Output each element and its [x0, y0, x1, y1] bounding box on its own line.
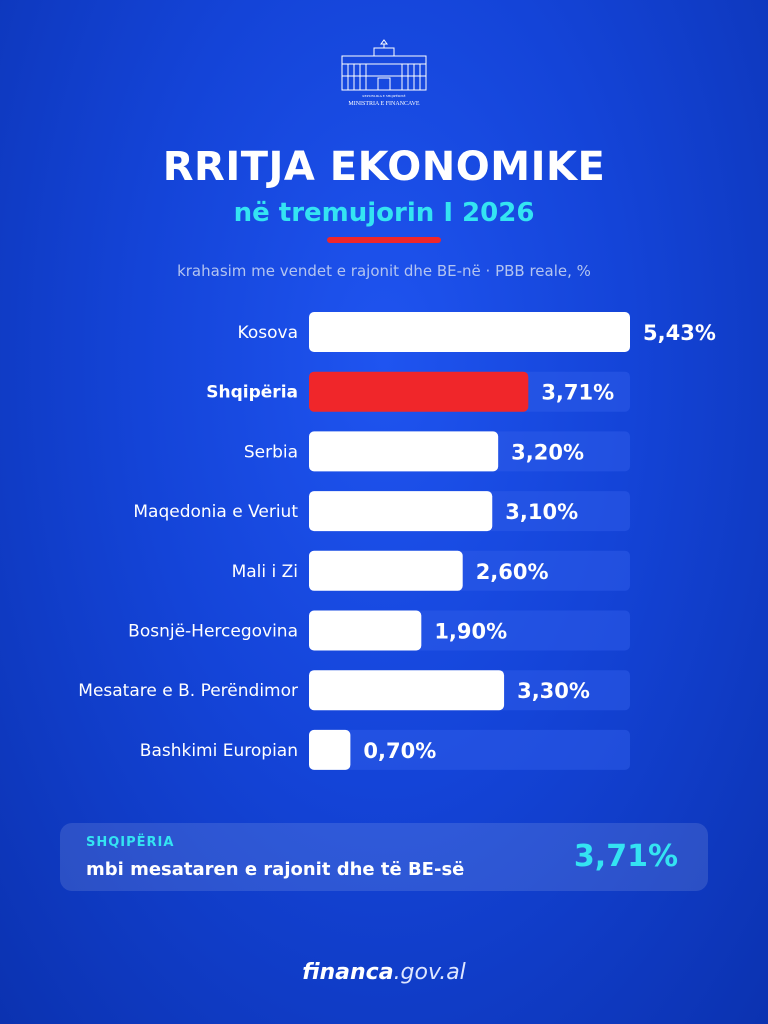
title-underline: [327, 237, 441, 243]
chart-caption: krahasim me vendet e rajonit dhe BE-në ·…: [177, 262, 591, 280]
category-label: Mesatare e B. Perëndimor: [78, 681, 298, 701]
logo-line2: MINISTRIA E FINANCAVE: [348, 101, 420, 107]
logo-line1: REPUBLIKA E SHQIPËRISË: [362, 93, 405, 98]
bar: [309, 550, 463, 591]
footer-url[interactable]: financa.gov.al: [0, 958, 768, 988]
category-label: Bashkimi Europian: [140, 741, 298, 761]
bar-track: [309, 729, 630, 770]
category-label: Bosnjë-Hercegovina: [128, 622, 298, 642]
bar-highlight: [309, 371, 529, 412]
value-label: 0,70%: [363, 739, 436, 763]
page-subtitle: në tremujorin I 2026: [233, 198, 535, 228]
category-label: Mali i Zi: [232, 562, 298, 582]
value-label: 3,30%: [517, 679, 590, 703]
value-label: 3,10%: [505, 500, 578, 524]
category-label: Maqedonia e Veriut: [133, 502, 298, 522]
footer-domain-name: financa: [302, 960, 394, 985]
footer-domain-suffix: .gov.al: [393, 960, 466, 985]
value-label: 1,90%: [434, 620, 507, 644]
ministry-logo: REPUBLIKA E SHQIPËRISË MINISTRIA E FINAN…: [341, 39, 427, 107]
summary-card: SHQIPËRIA mbi mesataren e rajonit dhe të…: [60, 823, 708, 891]
page-title: RRITJA EKONOMIKE: [162, 144, 606, 190]
bar: [309, 610, 422, 651]
category-label: Serbia: [244, 442, 298, 462]
bar-chart: Kosova 5,43% Shqipëria 3,71% Serbia 3,20% Maqe…: [78, 312, 716, 770]
value-label: 2,60%: [476, 560, 549, 584]
summary-label: SHQIPËRIA: [86, 835, 175, 850]
category-label: Shqipëria: [206, 383, 298, 403]
bar: [309, 670, 505, 711]
value-label: 3,71%: [541, 381, 614, 405]
category-label: Kosova: [238, 323, 298, 343]
bar: [309, 491, 493, 532]
value-label: 5,43%: [643, 321, 716, 345]
bar: [309, 312, 630, 352]
bar: [309, 431, 499, 472]
summary-text: mbi mesataren e rajonit dhe të BE-së: [86, 859, 465, 880]
building-icon: [341, 39, 427, 91]
summary-value: 3,71%: [573, 839, 678, 874]
value-label: 3,20%: [511, 440, 584, 464]
bar: [309, 729, 351, 770]
